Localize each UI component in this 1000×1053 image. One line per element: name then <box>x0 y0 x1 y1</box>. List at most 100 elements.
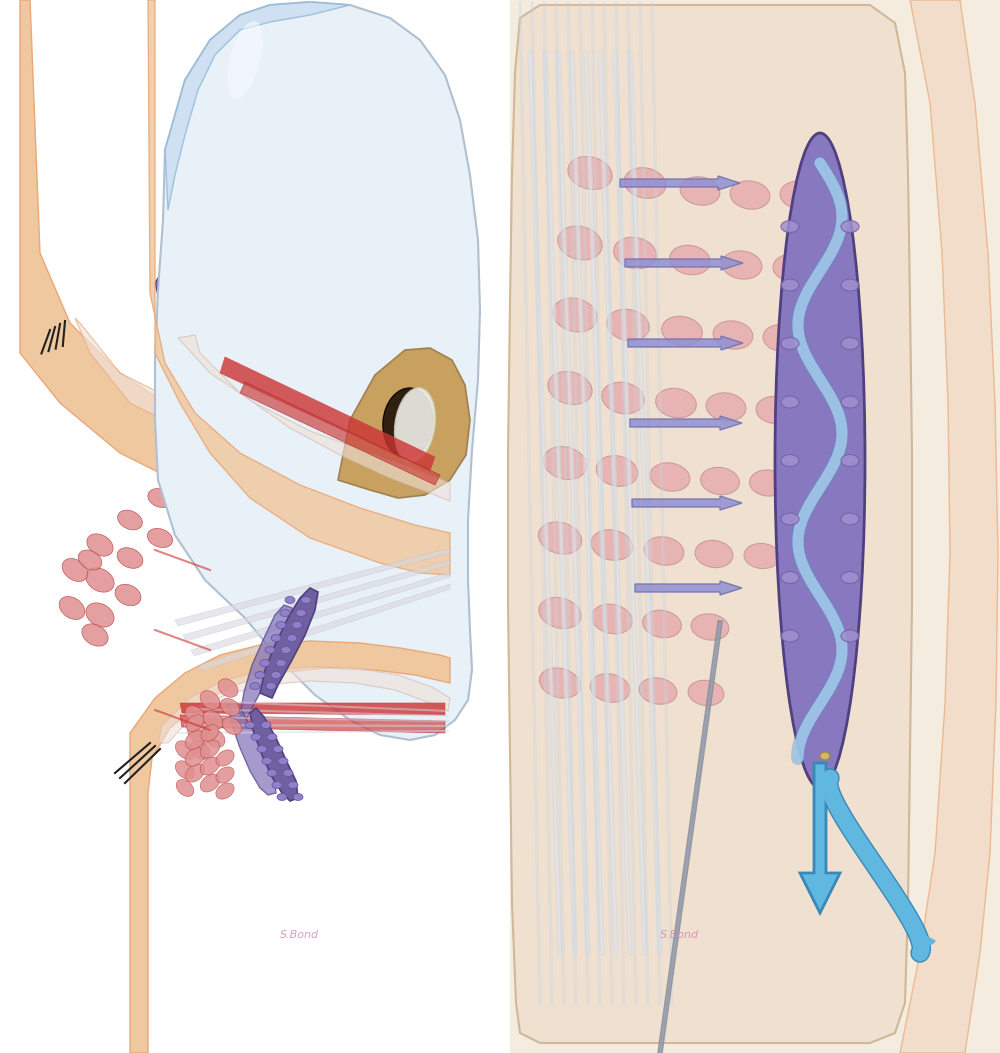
Ellipse shape <box>59 597 85 619</box>
Polygon shape <box>510 0 1000 1053</box>
Ellipse shape <box>706 393 746 421</box>
Ellipse shape <box>220 698 240 716</box>
Ellipse shape <box>176 779 194 796</box>
Ellipse shape <box>775 133 865 788</box>
Ellipse shape <box>763 324 801 352</box>
Polygon shape <box>338 347 470 498</box>
Ellipse shape <box>82 623 108 647</box>
Ellipse shape <box>267 770 277 776</box>
Polygon shape <box>625 256 743 270</box>
Ellipse shape <box>186 715 204 732</box>
Ellipse shape <box>271 635 281 641</box>
Ellipse shape <box>644 537 684 565</box>
Ellipse shape <box>639 678 677 704</box>
Ellipse shape <box>115 584 141 605</box>
Ellipse shape <box>744 543 780 569</box>
Ellipse shape <box>175 760 195 779</box>
Ellipse shape <box>781 279 799 291</box>
Polygon shape <box>250 708 298 801</box>
Polygon shape <box>191 572 450 656</box>
Ellipse shape <box>203 711 223 730</box>
Ellipse shape <box>592 604 632 634</box>
Ellipse shape <box>62 558 88 581</box>
Ellipse shape <box>695 540 733 568</box>
Ellipse shape <box>287 635 297 641</box>
Polygon shape <box>628 336 743 350</box>
Polygon shape <box>220 435 380 450</box>
Ellipse shape <box>591 530 633 560</box>
Ellipse shape <box>216 782 234 799</box>
Ellipse shape <box>86 568 114 592</box>
Ellipse shape <box>722 251 762 279</box>
Ellipse shape <box>841 220 859 233</box>
Ellipse shape <box>276 621 286 629</box>
Ellipse shape <box>271 672 281 678</box>
Ellipse shape <box>781 455 799 466</box>
Polygon shape <box>240 605 292 718</box>
Ellipse shape <box>250 682 260 690</box>
Ellipse shape <box>283 770 293 776</box>
Ellipse shape <box>281 647 291 654</box>
Ellipse shape <box>548 372 592 404</box>
Ellipse shape <box>781 513 799 525</box>
Ellipse shape <box>261 721 271 729</box>
Ellipse shape <box>841 572 859 583</box>
Ellipse shape <box>750 470 786 496</box>
Ellipse shape <box>148 489 172 508</box>
Ellipse shape <box>292 621 302 629</box>
Ellipse shape <box>781 572 799 583</box>
Ellipse shape <box>272 781 282 789</box>
Ellipse shape <box>267 734 277 740</box>
Ellipse shape <box>841 513 859 525</box>
Ellipse shape <box>820 752 830 760</box>
Ellipse shape <box>216 750 234 767</box>
Polygon shape <box>175 548 450 625</box>
Polygon shape <box>130 641 450 1053</box>
Ellipse shape <box>185 731 205 750</box>
Text: S.Bond: S.Bond <box>280 930 319 940</box>
Ellipse shape <box>596 456 638 486</box>
Ellipse shape <box>288 781 298 789</box>
Ellipse shape <box>227 21 263 99</box>
Ellipse shape <box>175 740 195 759</box>
Ellipse shape <box>257 746 267 753</box>
Polygon shape <box>230 475 384 490</box>
Ellipse shape <box>701 468 739 495</box>
Polygon shape <box>165 2 350 210</box>
Ellipse shape <box>602 382 644 414</box>
Ellipse shape <box>301 596 311 603</box>
Ellipse shape <box>262 757 272 764</box>
Ellipse shape <box>841 279 859 291</box>
Ellipse shape <box>200 740 220 758</box>
Ellipse shape <box>624 167 666 198</box>
Ellipse shape <box>216 767 234 783</box>
Ellipse shape <box>260 659 270 667</box>
Ellipse shape <box>200 757 220 775</box>
Polygon shape <box>260 588 318 698</box>
Ellipse shape <box>190 740 210 759</box>
Ellipse shape <box>251 734 261 740</box>
Ellipse shape <box>713 321 753 350</box>
Ellipse shape <box>147 529 173 548</box>
Polygon shape <box>75 318 395 493</box>
Ellipse shape <box>680 177 720 205</box>
Ellipse shape <box>200 774 220 792</box>
Ellipse shape <box>841 338 859 350</box>
Ellipse shape <box>568 157 612 190</box>
Ellipse shape <box>780 181 820 210</box>
Ellipse shape <box>278 757 288 764</box>
Ellipse shape <box>773 255 811 281</box>
Ellipse shape <box>756 396 794 423</box>
Polygon shape <box>620 176 740 190</box>
Ellipse shape <box>222 717 242 735</box>
Ellipse shape <box>662 316 702 345</box>
Ellipse shape <box>841 396 859 408</box>
Ellipse shape <box>650 462 690 491</box>
Ellipse shape <box>118 510 142 530</box>
Polygon shape <box>800 763 840 913</box>
Polygon shape <box>225 455 382 470</box>
Ellipse shape <box>781 220 799 233</box>
Polygon shape <box>240 382 440 485</box>
Polygon shape <box>635 581 742 595</box>
Ellipse shape <box>590 674 630 702</box>
